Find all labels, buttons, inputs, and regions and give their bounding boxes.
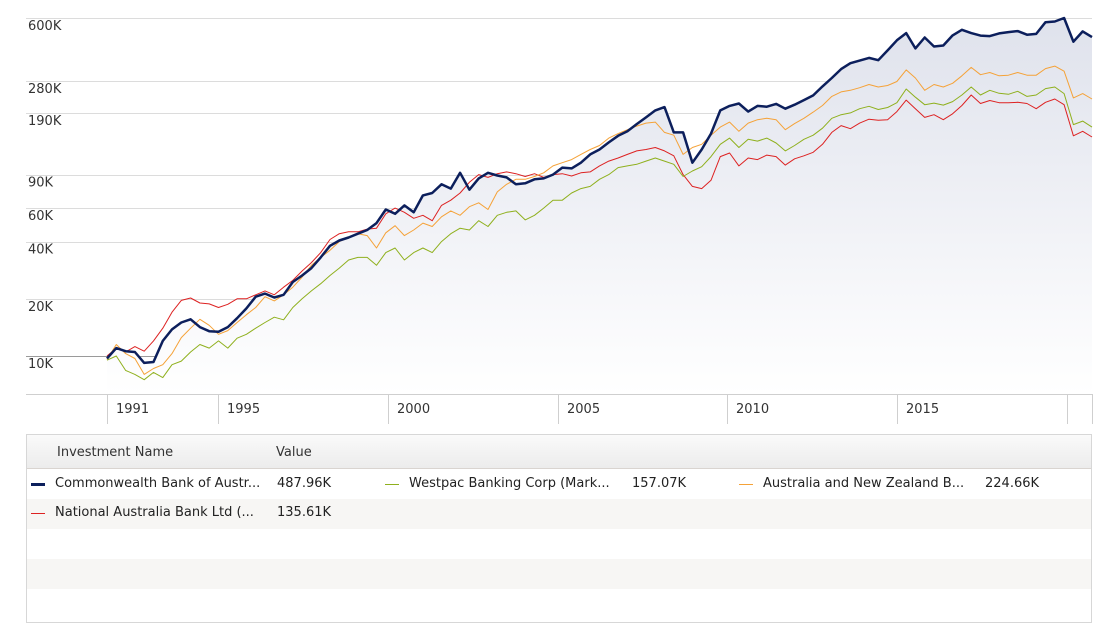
legend-item-value: 157.07K xyxy=(632,476,687,491)
series-line-commonwealth xyxy=(106,16,1093,365)
legend-table: Investment Name Value Commonwealth Bank … xyxy=(26,434,1092,623)
legend-item-name: Westpac Banking Corp (Mark... xyxy=(409,476,610,491)
legend-item-anz[interactable]: Australia and New Zealand B... 224.66K xyxy=(739,476,1079,494)
legend-row xyxy=(27,529,1091,559)
legend-row xyxy=(27,589,1091,619)
legend-header-value: Value xyxy=(276,445,312,460)
legend-swatch-nab xyxy=(31,513,45,514)
legend-item-name: Australia and New Zealand B... xyxy=(763,476,965,491)
legend-item-name: Commonwealth Bank of Austr... xyxy=(55,476,261,491)
legend-item-value: 135.61K xyxy=(277,505,332,520)
y-tick-label: 10K xyxy=(28,357,54,372)
growth-chart: 10K 20K 40K 60K 90K 190K 280K 600K 1991 1995 2000… xyxy=(26,16,1093,424)
x-tick-label: 2000 xyxy=(397,402,430,417)
legend-header: Investment Name Value xyxy=(27,435,1091,469)
y-axis-ticks: 10K 20K 40K 60K 90K 190K 280K 600K xyxy=(28,19,62,372)
y-tick-label: 190K xyxy=(28,114,62,129)
legend-item-cba[interactable]: Commonwealth Bank of Austr... 487.96K xyxy=(31,476,371,494)
x-tick-label: 1991 xyxy=(116,402,149,417)
y-tick-label: 600K xyxy=(28,19,62,34)
legend-row xyxy=(27,559,1091,589)
legend-item-westpac[interactable]: Westpac Banking Corp (Mark... 157.07K xyxy=(385,476,725,494)
legend-header-name: Investment Name xyxy=(57,445,174,460)
y-tick-label: 20K xyxy=(28,300,54,315)
y-tick-label: 280K xyxy=(28,82,62,97)
legend-item-value: 487.96K xyxy=(277,476,332,491)
series-line-national xyxy=(106,94,1093,357)
x-tick-label: 1995 xyxy=(227,402,260,417)
x-tick-label: 2010 xyxy=(736,402,769,417)
legend-swatch-westpac xyxy=(385,484,399,485)
x-axis: 1991 1995 2000 2005 2010 2015 xyxy=(26,394,1093,424)
y-tick-label: 60K xyxy=(28,209,54,224)
chart-series xyxy=(106,16,1093,381)
legend-item-name: National Australia Bank Ltd (... xyxy=(55,505,254,520)
legend-item-nab[interactable]: National Australia Bank Ltd (... 135.61K xyxy=(31,505,371,523)
series-line-westpac xyxy=(106,86,1093,381)
legend-row xyxy=(27,499,1091,529)
y-tick-label: 40K xyxy=(28,243,54,258)
x-tick-label: 2005 xyxy=(567,402,600,417)
legend-item-value: 224.66K xyxy=(985,476,1040,491)
series-line-australia xyxy=(106,65,1093,375)
series-area-fill xyxy=(107,18,1092,394)
legend-swatch-anz xyxy=(739,484,753,485)
x-tick-label: 2015 xyxy=(906,402,939,417)
y-tick-label: 90K xyxy=(28,176,54,191)
legend-swatch-cba xyxy=(31,483,45,486)
